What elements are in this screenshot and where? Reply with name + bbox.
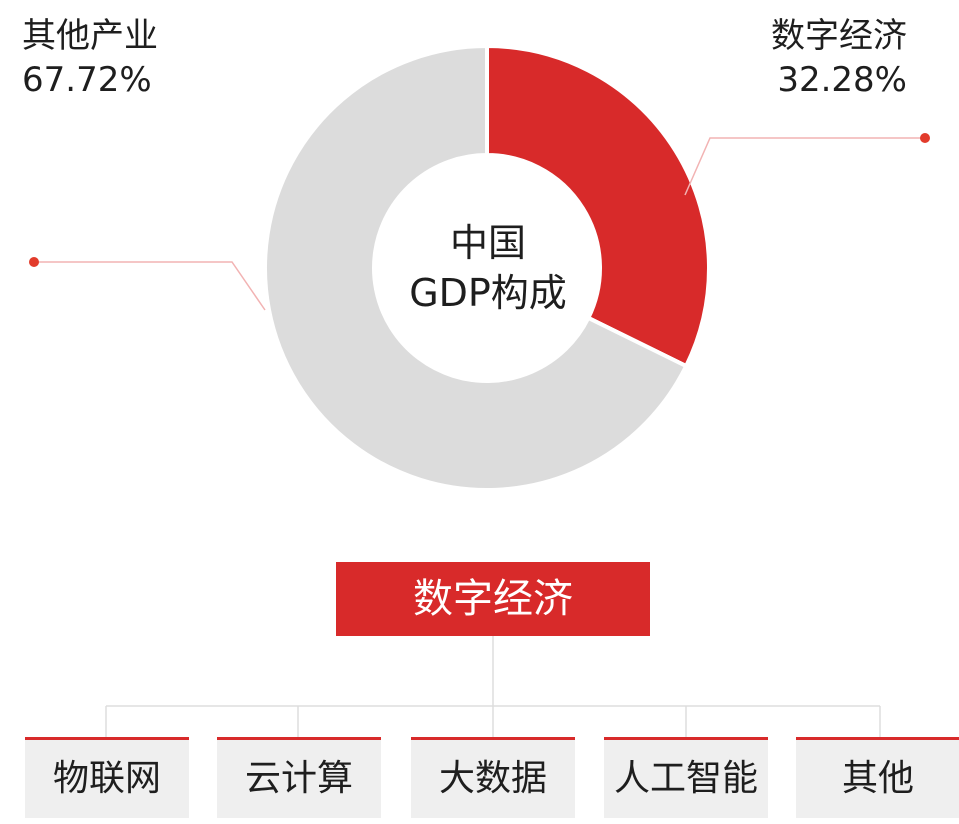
- breakdown-item-bigdata: 大数据: [411, 737, 575, 818]
- slice-label-other-name: 其他产业: [22, 16, 158, 56]
- breakdown-item-cloud: 云计算: [217, 737, 381, 818]
- breakdown-item-ai: 人工智能: [604, 737, 768, 818]
- slice-label-digital: 数字经济 32.28%: [771, 14, 907, 102]
- leader-line-digital: [684, 137, 925, 196]
- breakdown-item-iot: 物联网: [25, 737, 189, 818]
- donut-center-title: 中国 GDP构成: [388, 218, 588, 318]
- donut-slices: [263, 43, 711, 492]
- donut-slice-other-industries: [263, 43, 689, 492]
- leader-dot-other: [29, 257, 39, 267]
- leader-line-other: [34, 261, 266, 311]
- leader-dot-digital: [920, 133, 930, 143]
- slice-label-other-value: 67.72%: [22, 60, 152, 100]
- breakdown-item-other: 其他: [796, 737, 959, 818]
- slice-label-digital-value: 32.28%: [777, 60, 907, 100]
- breakdown-root: 数字经济: [336, 562, 650, 636]
- donut-center-line-2: GDP构成: [409, 271, 567, 315]
- slice-label-other: 其他产业 67.72%: [22, 14, 158, 102]
- leader-lines: [29, 133, 930, 311]
- slice-label-digital-name: 数字经济: [771, 16, 907, 56]
- donut-center-line-1: 中国: [449, 221, 526, 265]
- donut-slice-digital-economy: [485, 43, 711, 369]
